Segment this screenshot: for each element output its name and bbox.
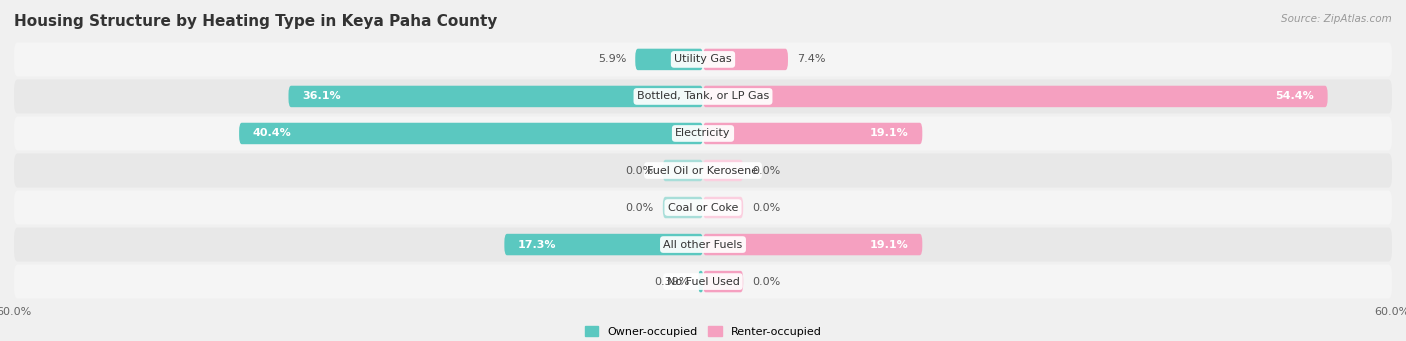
FancyBboxPatch shape (239, 123, 703, 144)
FancyBboxPatch shape (703, 197, 744, 218)
FancyBboxPatch shape (703, 123, 922, 144)
Text: Coal or Coke: Coal or Coke (668, 203, 738, 212)
Text: Utility Gas: Utility Gas (675, 55, 731, 64)
FancyBboxPatch shape (505, 234, 703, 255)
Text: Source: ZipAtlas.com: Source: ZipAtlas.com (1281, 14, 1392, 24)
FancyBboxPatch shape (14, 191, 1392, 225)
FancyBboxPatch shape (703, 271, 744, 292)
FancyBboxPatch shape (662, 197, 703, 218)
Text: 0.39%: 0.39% (654, 277, 689, 286)
FancyBboxPatch shape (14, 42, 1392, 76)
FancyBboxPatch shape (636, 49, 703, 70)
Text: 7.4%: 7.4% (797, 55, 825, 64)
FancyBboxPatch shape (14, 265, 1392, 299)
Text: 17.3%: 17.3% (519, 239, 557, 250)
FancyBboxPatch shape (14, 116, 1392, 150)
Text: 36.1%: 36.1% (302, 91, 340, 102)
FancyBboxPatch shape (14, 153, 1392, 188)
Text: 5.9%: 5.9% (598, 55, 626, 64)
Text: 0.0%: 0.0% (752, 165, 780, 176)
FancyBboxPatch shape (703, 160, 744, 181)
Text: 54.4%: 54.4% (1275, 91, 1313, 102)
Text: 0.0%: 0.0% (626, 203, 654, 212)
Text: Bottled, Tank, or LP Gas: Bottled, Tank, or LP Gas (637, 91, 769, 102)
FancyBboxPatch shape (662, 160, 703, 181)
Text: All other Fuels: All other Fuels (664, 239, 742, 250)
FancyBboxPatch shape (14, 227, 1392, 262)
Text: 19.1%: 19.1% (870, 239, 908, 250)
Text: Fuel Oil or Kerosene: Fuel Oil or Kerosene (647, 165, 759, 176)
FancyBboxPatch shape (703, 49, 787, 70)
Text: Housing Structure by Heating Type in Keya Paha County: Housing Structure by Heating Type in Key… (14, 14, 498, 29)
Text: 0.0%: 0.0% (752, 203, 780, 212)
Text: No Fuel Used: No Fuel Used (666, 277, 740, 286)
Text: 40.4%: 40.4% (253, 129, 291, 138)
FancyBboxPatch shape (14, 79, 1392, 114)
Text: 0.0%: 0.0% (752, 277, 780, 286)
Legend: Owner-occupied, Renter-occupied: Owner-occupied, Renter-occupied (581, 322, 825, 341)
Text: 0.0%: 0.0% (626, 165, 654, 176)
Text: Electricity: Electricity (675, 129, 731, 138)
FancyBboxPatch shape (703, 234, 922, 255)
FancyBboxPatch shape (699, 271, 703, 292)
Text: 19.1%: 19.1% (870, 129, 908, 138)
FancyBboxPatch shape (703, 86, 1327, 107)
FancyBboxPatch shape (288, 86, 703, 107)
